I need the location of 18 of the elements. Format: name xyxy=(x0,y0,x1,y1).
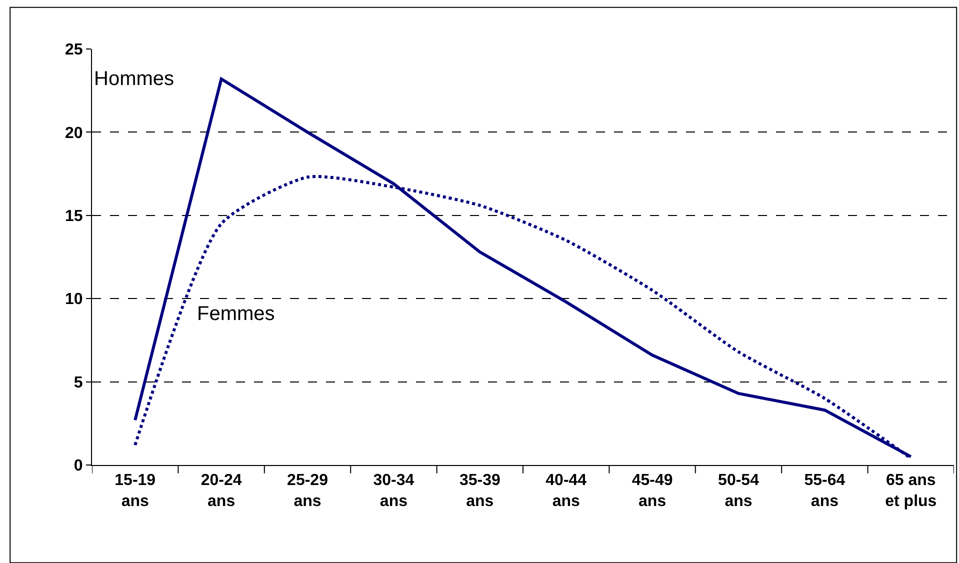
x-tick-label: 35-39 ans xyxy=(459,472,500,510)
x-tick-label: 50-54 ans xyxy=(718,472,760,510)
x-tick-label: 40-44 ans xyxy=(546,472,587,510)
y-tick-label: 5 xyxy=(74,374,83,392)
x-tick-label: 65 ans et plus xyxy=(885,472,937,510)
y-tick-label: 25 xyxy=(65,42,83,59)
y-tick-label: 10 xyxy=(65,291,83,308)
x-tick-label: 25-29 ans xyxy=(287,472,328,510)
text: Hommes xyxy=(94,68,174,90)
y-tick-label: 20 xyxy=(65,124,83,142)
x-tick-label: 20-24 ans xyxy=(200,472,242,510)
x-tick-label: 45-49 ans xyxy=(632,472,673,510)
series-label: Femmes xyxy=(197,303,275,325)
x-tick-label: 15-19 ans xyxy=(114,472,156,510)
x-tick-label: 55-64 ans xyxy=(804,472,846,510)
x-tick-label: 30-34 ans xyxy=(373,472,414,510)
y-tick-label: 0 xyxy=(74,458,83,475)
y-tick-label: 15 xyxy=(65,208,83,225)
